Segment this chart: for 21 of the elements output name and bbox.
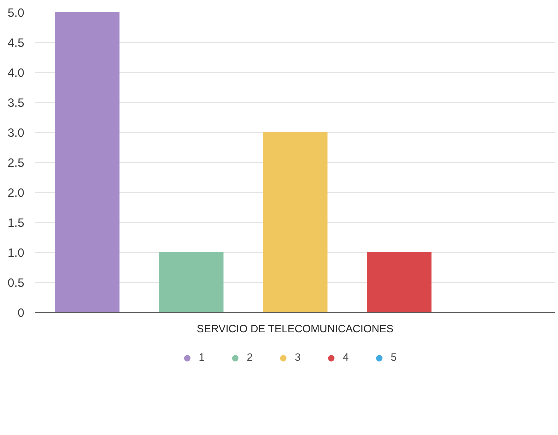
y-tick-label: 0.5 (8, 276, 25, 290)
legend-label: 2 (247, 352, 254, 364)
y-tick-label: 4.0 (8, 66, 25, 80)
legend-label: 3 (295, 352, 302, 364)
bar (263, 132, 328, 312)
bar (367, 252, 432, 312)
y-tick-label: 2.5 (8, 156, 25, 170)
legend-label: 5 (391, 352, 398, 364)
bar (55, 12, 120, 312)
y-tick-label: 3.0 (8, 126, 25, 140)
y-tick-label: 3.5 (8, 96, 25, 110)
bar (159, 252, 224, 312)
y-tick-label: 2.0 (8, 186, 25, 200)
legend-label: 1 (199, 352, 206, 364)
y-tick-label: 1.5 (8, 216, 25, 230)
legend-label: 4 (343, 352, 350, 364)
y-tick-label: 5.0 (8, 6, 25, 20)
y-tick-label: 4.5 (8, 36, 25, 50)
y-tick-label: 1.0 (8, 246, 25, 260)
y-tick-label: 0 (18, 306, 25, 320)
x-tick-label: SERVICIO DE TELECOMUNICACIONES (197, 324, 394, 336)
